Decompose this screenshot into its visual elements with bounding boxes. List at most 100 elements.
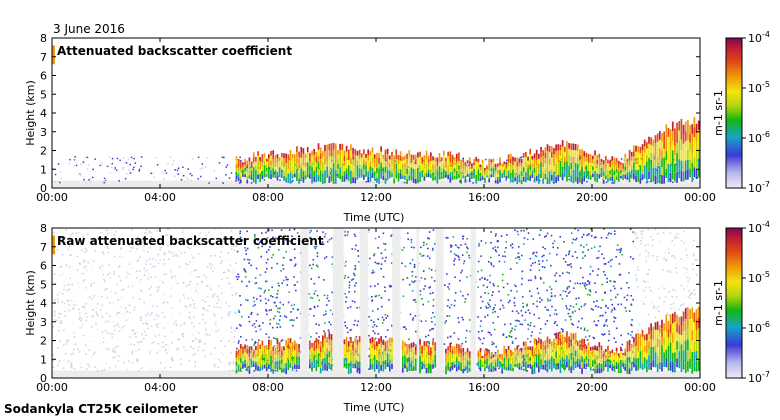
backscatter-cell <box>592 173 594 178</box>
noise-pixel <box>255 282 258 284</box>
noise-pixel <box>206 309 209 312</box>
noise-pixel <box>173 322 176 325</box>
backscatter-cell <box>296 146 298 153</box>
speckle-pixel <box>611 182 613 184</box>
noise-pixel <box>354 274 356 277</box>
backscatter-cell <box>378 367 380 373</box>
noise-pixel <box>645 327 647 330</box>
backscatter-cell <box>235 160 238 165</box>
noise-pixel <box>232 363 235 365</box>
backscatter-cell <box>676 162 678 173</box>
backscatter-cell <box>309 345 311 350</box>
backscatter-cell <box>406 344 408 349</box>
noise-pixel <box>59 237 62 239</box>
noise-pixel <box>605 320 607 323</box>
noise-pixel <box>449 244 452 247</box>
backscatter-cell <box>263 161 266 166</box>
backscatter-cell <box>337 163 339 169</box>
speckle-pixel <box>122 166 125 169</box>
speckle-pixel <box>346 180 348 182</box>
noise-pixel <box>229 264 232 267</box>
backscatter-cell <box>633 162 635 169</box>
backscatter-cell <box>311 150 313 157</box>
backscatter-cell <box>466 364 469 369</box>
noise-pixel <box>692 245 694 247</box>
noise-pixel <box>313 315 315 317</box>
backscatter-cell <box>514 165 516 170</box>
noise-pixel <box>223 236 226 238</box>
noise-pixel <box>58 330 60 332</box>
speckle-pixel <box>263 179 266 181</box>
noise-pixel <box>553 313 556 315</box>
noise-pixel <box>232 360 235 363</box>
backscatter-cell <box>522 167 525 172</box>
noise-pixel <box>664 252 667 254</box>
noise-pixel <box>640 233 643 235</box>
backscatter-cell <box>328 351 331 358</box>
backscatter-cell <box>278 355 281 361</box>
backscatter-cell <box>466 168 469 172</box>
noise-pixel <box>547 300 549 302</box>
noise-pixel <box>574 310 577 312</box>
backscatter-cell <box>306 157 309 163</box>
noise-pixel <box>331 291 333 294</box>
noise-pixel <box>161 341 164 344</box>
noise-pixel <box>198 253 201 255</box>
noise-pixel <box>186 264 189 266</box>
noise-pixel <box>181 242 184 245</box>
noise-pixel <box>510 330 513 332</box>
backscatter-cell <box>602 168 605 172</box>
backscatter-cell <box>570 156 573 163</box>
backscatter-cell <box>406 158 408 164</box>
noise-pixel <box>140 290 143 292</box>
noise-pixel <box>174 275 176 278</box>
backscatter-cell <box>507 158 510 163</box>
backscatter-cell <box>270 160 272 166</box>
backscatter-cell <box>369 359 372 365</box>
backscatter-cell <box>237 364 240 369</box>
noise-pixel <box>461 254 464 256</box>
backscatter-cell <box>250 161 253 165</box>
noise-pixel <box>603 270 605 273</box>
noise-pixel <box>479 325 482 327</box>
noise-pixel <box>502 333 505 335</box>
backscatter-cell <box>380 167 383 174</box>
noise-pixel <box>62 367 65 370</box>
backscatter-cell <box>350 349 352 356</box>
noise-pixel <box>204 327 206 329</box>
backscatter-cell <box>412 342 415 347</box>
noise-pixel <box>80 317 83 320</box>
noise-pixel <box>581 317 583 320</box>
noise-pixel <box>85 344 87 347</box>
noise-pixel <box>669 303 672 306</box>
backscatter-cell <box>658 165 661 175</box>
noise-pixel <box>140 319 142 322</box>
speckle-pixel <box>239 156 241 159</box>
backscatter-cell <box>235 175 238 180</box>
backscatter-cell <box>475 174 478 180</box>
backscatter-cell <box>494 167 497 171</box>
backscatter-cell <box>369 161 372 167</box>
backscatter-cell <box>445 170 447 175</box>
backscatter-cell <box>261 365 264 371</box>
noise-pixel <box>450 246 452 248</box>
noise-pixel <box>486 279 489 281</box>
backscatter-cell <box>635 163 637 170</box>
speckle-pixel <box>347 180 350 183</box>
noise-pixel <box>331 313 334 316</box>
noise-pixel <box>404 265 407 268</box>
noise-pixel <box>626 282 628 284</box>
backscatter-cell <box>278 351 281 356</box>
noise-pixel <box>117 316 120 319</box>
backscatter-cell <box>259 349 262 354</box>
speckle-pixel <box>612 182 615 184</box>
noise-pixel <box>502 286 505 289</box>
noise-pixel <box>410 239 413 241</box>
noise-pixel <box>345 260 347 263</box>
noise-pixel <box>357 362 360 365</box>
noise-pixel <box>489 332 491 334</box>
speckle-pixel <box>361 181 363 184</box>
noise-pixel <box>218 285 220 287</box>
noise-pixel <box>587 249 590 251</box>
noise-pixel <box>660 353 662 355</box>
